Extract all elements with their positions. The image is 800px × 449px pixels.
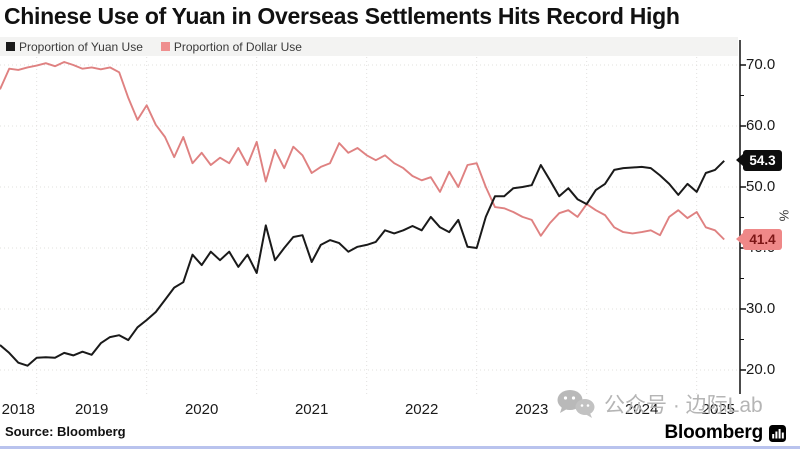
legend-label-dollar: Proportion of Dollar Use <box>173 39 302 54</box>
bloomberg-wordmark: Bloomberg <box>664 422 764 443</box>
y-tick-label: 60.0 <box>746 117 776 134</box>
chart-title: Chinese Use of Yuan in Overseas Settleme… <box>4 3 680 29</box>
y-tick-label: 20.0 <box>746 361 776 378</box>
y-tick-label: 50.0 <box>746 178 776 195</box>
legend-item-dollar: Proportion of Dollar Use <box>160 39 302 54</box>
watermark: 公众号 · 边际Lab <box>556 389 763 419</box>
x-tick-label: 2019 <box>74 401 109 418</box>
dollar-series-swatch-icon <box>160 42 170 51</box>
yuan-series-swatch-icon <box>6 42 15 51</box>
yuan-line-series <box>0 160 725 367</box>
x-tick-label: 2024 <box>624 401 659 418</box>
x-tick-label: 2023 <box>514 401 549 418</box>
x-tick-label: 2018 <box>1 401 36 418</box>
bloomberg-terminal-icon <box>769 424 786 442</box>
dollar-line-series <box>0 61 725 241</box>
last-value-tag-dollar: 41.4 <box>736 228 782 250</box>
x-tick-label: 2020 <box>184 401 219 418</box>
legend-label-yuan: Proportion of Yuan Use <box>19 39 143 54</box>
y-axis-unit-label: % <box>776 209 792 222</box>
wechat-icon <box>556 389 596 419</box>
y-tick-label: 70.0 <box>746 56 776 73</box>
x-tick-label: 2021 <box>294 401 329 418</box>
last-value-yuan: 54.3 <box>749 153 776 169</box>
x-tick-label: 2025 <box>701 401 736 418</box>
legend-item-yuan: Proportion of Yuan Use <box>6 40 143 54</box>
legend: Proportion of Yuan Use Proportion of Dol… <box>0 37 738 56</box>
y-tick-label: 30.0 <box>746 300 776 317</box>
bottom-divider <box>0 446 800 449</box>
bloomberg-logo: Bloomberg <box>665 422 786 444</box>
source-note: Source: Bloomberg <box>5 424 126 439</box>
x-tick-label: 2022 <box>404 401 439 418</box>
watermark-text: 公众号 · 边际Lab <box>604 394 763 417</box>
last-value-tag-yuan: 54.3 <box>736 150 782 172</box>
last-value-dollar: 41.4 <box>749 231 776 247</box>
